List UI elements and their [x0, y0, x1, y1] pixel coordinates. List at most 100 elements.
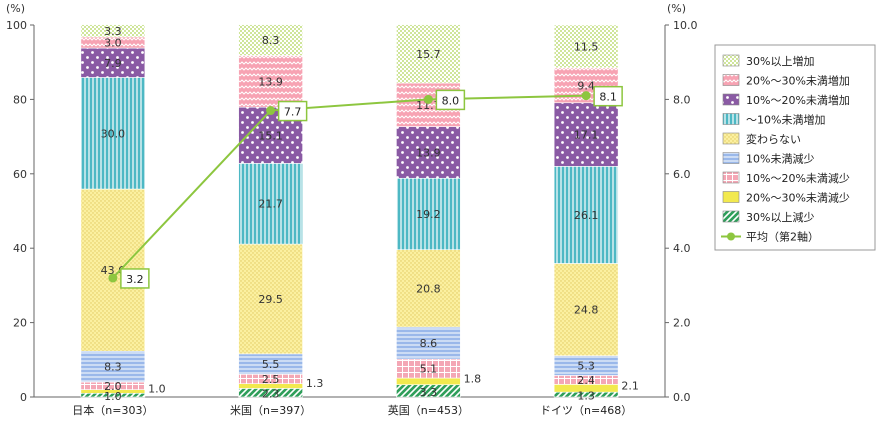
segment-value-label: 3.3: [420, 386, 438, 399]
average-line: 3.2 7.7 8.0 8.1: [108, 85, 623, 289]
average-line-path: [112, 94, 587, 279]
category-label: 英国（n=453）: [388, 403, 469, 417]
bar-segment: [553, 102, 619, 167]
axes: 0 20 40 60 80 100 0.0 2.0 4.0 6.0 8.0 10.0 (%) (%) 日本（…: [6, 2, 698, 417]
average-value-box: [120, 268, 150, 289]
legend-swatch: [722, 152, 740, 164]
legend-label: 10%～20%未満減少: [746, 171, 850, 185]
legend-label: 30%以上増加: [746, 55, 814, 68]
left-tick-label: 100: [6, 19, 27, 32]
segment-value-label: 9.4: [577, 79, 595, 92]
bar-segment: [396, 326, 461, 360]
legend-swatch: [722, 132, 740, 145]
average-value-box: [277, 100, 308, 122]
legend-label: 10%～20%未満増加: [746, 94, 850, 107]
legend-swatch: [722, 54, 740, 67]
left-tick-label: 40: [13, 242, 27, 255]
segment-value-label: 2.0: [104, 380, 122, 393]
segment-value-label: 20.8: [416, 282, 441, 295]
bar-segment: [396, 24, 461, 84]
segment-value-label: 2.3: [262, 388, 280, 401]
average-value-box: [435, 89, 466, 111]
category-label: 日本（n=303）: [72, 403, 153, 417]
legend-label: 10%未満減少: [746, 152, 814, 166]
legend-label: 30%以上減少: [746, 210, 814, 224]
average-value-box: [593, 85, 623, 107]
bar-segment: [553, 166, 619, 264]
segment-value-label: 2.4: [577, 374, 595, 387]
segment-value-label: 21.7: [258, 198, 283, 211]
legend-swatch: [722, 210, 740, 223]
bar-segment: [80, 47, 146, 78]
left-tick-label: 80: [13, 93, 27, 106]
legend: 30%以上増加 20%～30%未満増加 10%～20%未満増加 ～10%未満増加変わら…: [714, 44, 876, 251]
category-label: ドイツ（n=468）: [540, 404, 632, 417]
segment-value-label: 8.3: [262, 34, 280, 47]
segment-value-label: 11.5: [574, 40, 599, 53]
left-tick-label: 0: [20, 391, 27, 404]
segment-value-label: 3.0: [104, 36, 122, 49]
right-tick-label: 4.0: [673, 242, 691, 255]
segment-value-label: 5.3: [577, 360, 595, 373]
right-tick-label: 6.0: [673, 168, 691, 181]
average-point: [266, 106, 276, 116]
bar-segment: [238, 24, 303, 56]
bar-segment: [396, 377, 461, 386]
bar-segment: [238, 55, 303, 108]
legend-swatch: [722, 74, 740, 86]
legend-label: ～10%未満増加: [746, 114, 825, 127]
segment-value-label: 43.6: [101, 264, 126, 277]
legend-line-marker: [727, 232, 735, 241]
bars: [80, 24, 619, 398]
right-tick-label: 10.0: [673, 19, 698, 32]
bar-segment: [80, 350, 146, 383]
bar-segment: [396, 177, 461, 250]
legend-swatch: [722, 113, 740, 125]
left-tick-label: 20: [13, 317, 27, 330]
legend-label: 20%～30%未満増加: [746, 75, 850, 88]
category-label: 米国（n=397）: [230, 404, 311, 417]
left-tick-label: 60: [13, 168, 27, 181]
bar-segment: [238, 163, 303, 245]
bar-segment: [396, 249, 461, 328]
segment-value-label: 2.5: [262, 373, 280, 386]
segment-value-label: 17.1: [574, 129, 599, 142]
bar-segment: [396, 126, 461, 179]
segment-value-label: 26.1: [574, 209, 599, 222]
segment-value-label: 1.3: [306, 377, 324, 390]
average-point: [581, 91, 591, 101]
bar-segment: [80, 24, 146, 38]
right-tick-label: 0.0: [673, 391, 691, 404]
segment-value-label: 1.0: [104, 390, 122, 403]
right-axis-unit: (%): [667, 2, 686, 15]
right-tick-label: 8.0: [673, 93, 691, 106]
average-point: [423, 94, 433, 104]
segment-value-label: 7.9: [104, 57, 122, 70]
segment-value-label: 15.1: [258, 129, 283, 142]
legend-label: 平均（第2軸）: [746, 230, 819, 244]
average-value-label: 8.1: [599, 91, 617, 104]
average-value-label: 7.7: [284, 106, 302, 119]
legend-label: 変わらない: [746, 132, 801, 146]
legend-swatch: [722, 171, 740, 184]
segment-value-label: 3.3: [104, 25, 122, 38]
segment-value-label: 2.1: [621, 379, 639, 392]
segment-value-label: 5.1: [420, 363, 438, 376]
legend-swatch: [722, 191, 740, 203]
segment-value-label: 1.8: [464, 372, 482, 385]
average-value-label: 8.0: [442, 94, 460, 107]
average-point: [108, 273, 118, 283]
segment-labels: 1.01.02.08.343.630.07.93.03.32.31.32.55.…: [101, 25, 639, 403]
segment-value-label: 15.7: [416, 48, 441, 61]
segment-value-label: 1.0: [148, 382, 166, 395]
bar-segment: [553, 24, 619, 69]
segment-value-label: 29.5: [258, 293, 283, 306]
legend-swatch: [722, 93, 740, 106]
segment-value-label: 11.7: [416, 99, 441, 112]
segment-value-label: 19.2: [416, 208, 441, 221]
average-value-label: 3.2: [126, 273, 144, 286]
segment-value-label: 8.3: [104, 361, 122, 374]
segment-value-label: 30.0: [101, 127, 126, 140]
